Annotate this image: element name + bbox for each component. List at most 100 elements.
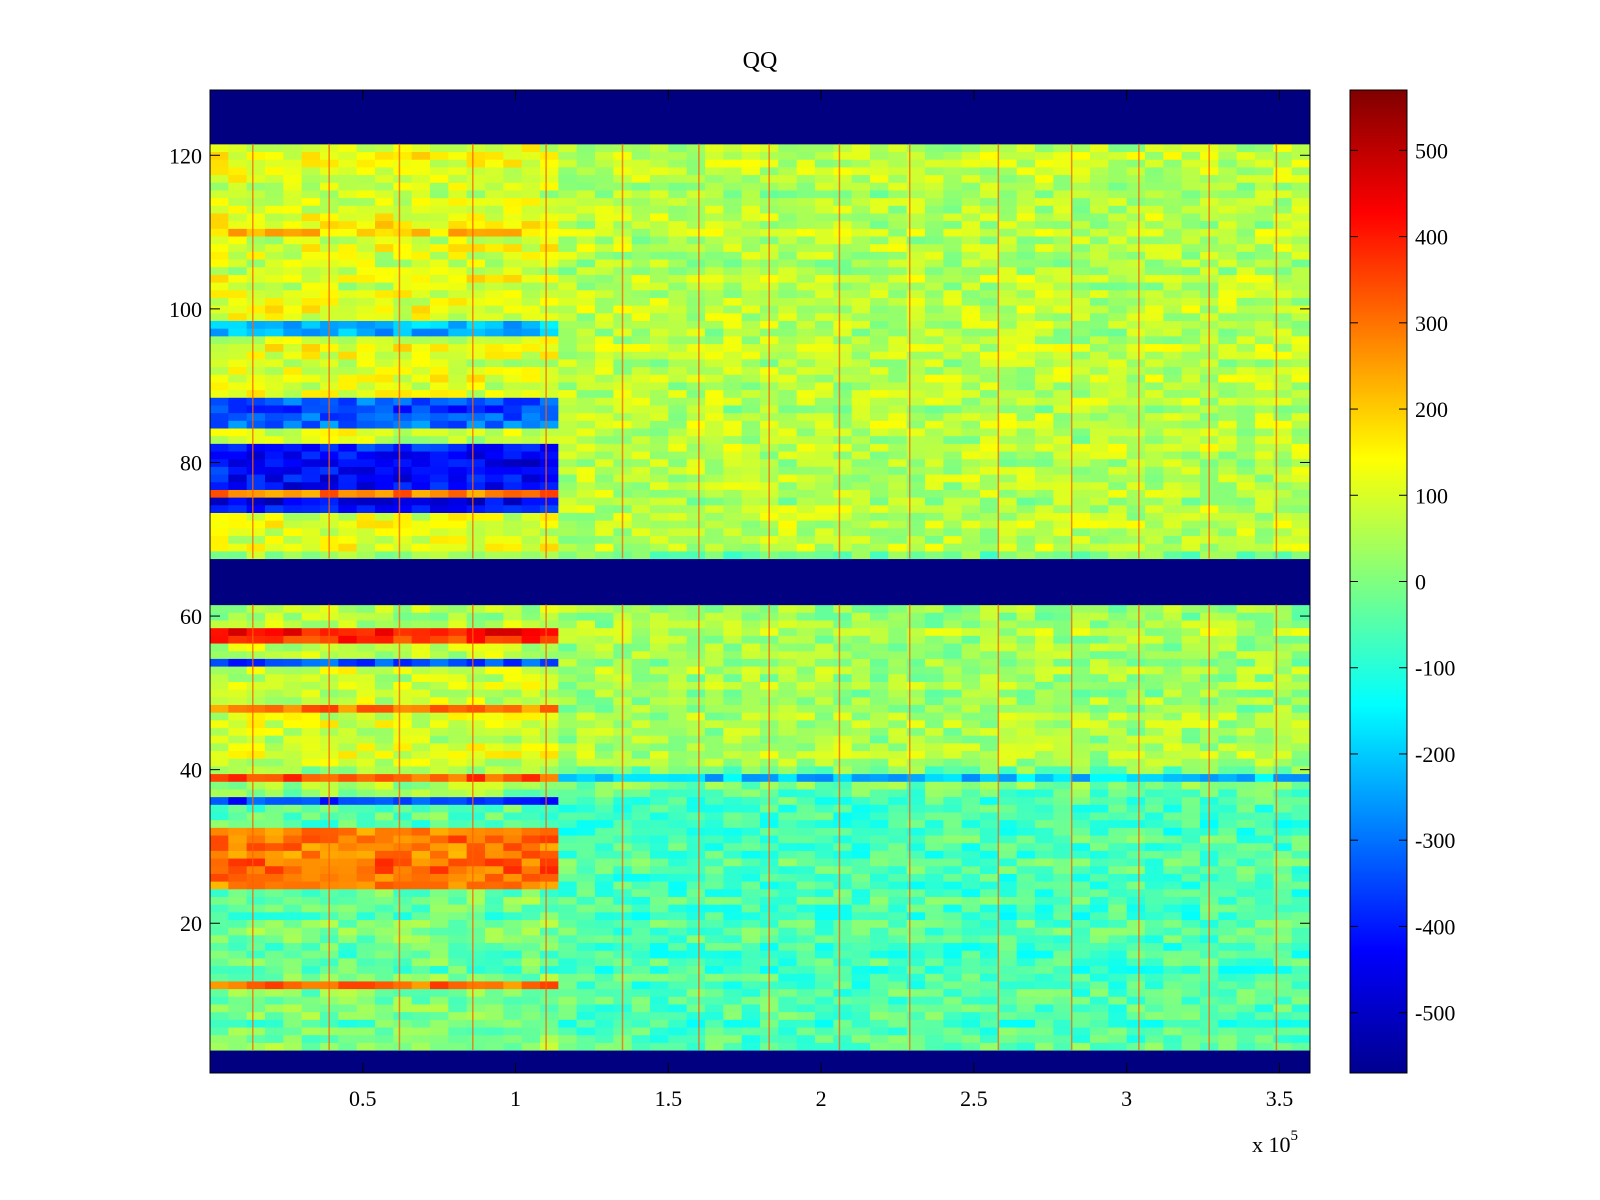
- heatmap-cell: [723, 850, 743, 859]
- heatmap-cell: [925, 689, 944, 698]
- heatmap-cell: [265, 857, 284, 867]
- heatmap-cell: [705, 758, 724, 767]
- heatmap-cell: [980, 919, 999, 928]
- heatmap-cell: [870, 973, 889, 982]
- heatmap-cell: [595, 612, 614, 621]
- heatmap-cell: [1016, 381, 1036, 391]
- heatmap-cell: [466, 919, 486, 928]
- heatmap-cell: [576, 427, 596, 437]
- heatmap-cell: [1126, 781, 1146, 790]
- heatmap-cell: [338, 612, 358, 621]
- heatmap-cell: [228, 635, 248, 644]
- heatmap-cell: [595, 481, 614, 490]
- heatmap-cell: [246, 904, 266, 913]
- heatmap-cell: [485, 873, 504, 882]
- heatmap-cell: [741, 765, 761, 775]
- heatmap-cell: [980, 673, 999, 682]
- heatmap-cell: [961, 796, 981, 805]
- heatmap-cell: [1218, 512, 1238, 521]
- heatmap-cell: [1181, 619, 1201, 629]
- heatmap-cell: [1218, 873, 1238, 882]
- heatmap-cell: [1145, 404, 1164, 414]
- heatmap-cell: [833, 435, 853, 444]
- heatmap-cell: [1126, 489, 1146, 498]
- heatmap-cell: [741, 512, 761, 521]
- heatmap-cell: [1181, 827, 1201, 836]
- heatmap-cell: [1181, 942, 1201, 951]
- heatmap-cell: [228, 1011, 248, 1020]
- heatmap-cell: [998, 765, 1018, 775]
- heatmap-cell: [1108, 942, 1128, 951]
- heatmap-cell: [301, 804, 321, 813]
- heatmap-cell: [558, 742, 578, 752]
- heatmap-cell: [723, 904, 743, 913]
- heatmap-cell: [705, 988, 724, 997]
- heatmap-cell: [540, 988, 559, 997]
- heatmap-cell: [686, 374, 706, 383]
- heatmap-cell: [595, 973, 614, 982]
- heatmap-cell: [778, 466, 798, 475]
- heatmap-cell: [998, 389, 1018, 398]
- heatmap-cell: [448, 535, 468, 544]
- heatmap-cell: [228, 619, 248, 629]
- heatmap-cell: [1071, 512, 1091, 521]
- heatmap-cell: [998, 1003, 1018, 1013]
- heatmap-cell: [1071, 919, 1091, 928]
- heatmap-cell: [338, 374, 358, 383]
- heatmap-cell: [1016, 658, 1036, 667]
- heatmap-cell: [1016, 427, 1036, 437]
- heatmap-cell: [1126, 811, 1146, 821]
- heatmap-cell: [650, 804, 669, 813]
- heatmap-cell: [301, 689, 321, 698]
- heatmap-cell: [833, 404, 853, 414]
- heatmap-cell: [448, 973, 468, 982]
- heatmap-cell: [375, 642, 394, 652]
- heatmap-cell: [1090, 973, 1109, 982]
- heatmap-cell: [1273, 865, 1293, 874]
- heatmap-cell: [338, 635, 358, 644]
- heatmap-cell: [375, 896, 394, 905]
- heatmap-cell: [980, 435, 999, 444]
- heatmap-cell: [503, 788, 523, 798]
- heatmap-cell: [411, 988, 431, 997]
- heatmap-cell: [576, 612, 596, 621]
- heatmap-cell: [906, 857, 926, 867]
- heatmap-cell: [485, 942, 504, 951]
- heatmap-cell: [925, 450, 944, 460]
- heatmap-cell: [301, 619, 321, 629]
- heatmap-cell: [1273, 1034, 1293, 1043]
- heatmap-cell: [1053, 412, 1073, 421]
- heatmap-cell: [576, 834, 596, 844]
- heatmap-cell: [815, 742, 834, 752]
- heatmap-cell: [778, 973, 798, 982]
- heatmap-cell: [1108, 788, 1128, 798]
- heatmap-cell: [833, 750, 853, 759]
- heatmap-cell: [301, 788, 321, 798]
- heatmap-cell: [338, 550, 358, 560]
- heatmap-cell: [595, 980, 614, 990]
- heatmap-cell: [521, 689, 541, 698]
- heatmap-cell: [1255, 881, 1274, 890]
- heatmap-cell: [925, 458, 944, 467]
- heatmap-cell: [961, 504, 981, 513]
- heatmap-cell: [430, 834, 449, 844]
- heatmap-cell: [650, 473, 669, 483]
- heatmap-cell: [1016, 443, 1036, 452]
- heatmap-cell: [741, 827, 761, 836]
- heatmap-cell: [1255, 612, 1274, 621]
- heatmap-cell: [558, 612, 578, 621]
- heatmap-cell: [1090, 435, 1109, 444]
- heatmap-cell: [778, 719, 798, 729]
- heatmap-cell: [1108, 758, 1128, 767]
- heatmap-cell: [778, 627, 798, 636]
- heatmap-cell: [851, 458, 871, 467]
- heatmap-cell: [283, 520, 303, 529]
- heatmap-cell: [1108, 996, 1128, 1005]
- heatmap-cell: [1016, 627, 1036, 636]
- heatmap-cell: [741, 404, 761, 414]
- heatmap-cell: [1218, 374, 1238, 383]
- heatmap-cell: [1108, 527, 1128, 537]
- heatmap-cell: [1035, 1034, 1054, 1043]
- heatmap-cell: [1090, 427, 1109, 437]
- heatmap-cell: [778, 965, 798, 974]
